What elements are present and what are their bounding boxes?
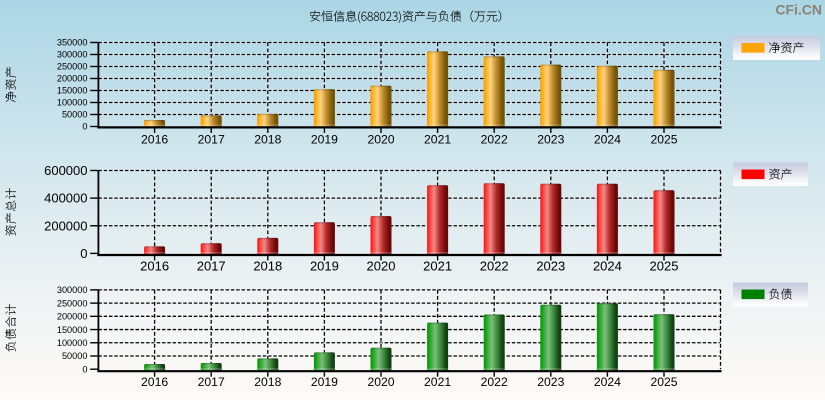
svg-text:250000: 250000 — [57, 298, 88, 308]
svg-text:2016: 2016 — [140, 259, 169, 274]
svg-text:300000: 300000 — [57, 285, 88, 295]
svg-text:2020: 2020 — [367, 375, 394, 389]
svg-text:CFi.CN: CFi.CN — [775, 2, 822, 18]
svg-text:2020: 2020 — [367, 259, 396, 274]
svg-text:300000: 300000 — [57, 50, 88, 60]
svg-text:2017: 2017 — [198, 132, 225, 146]
svg-text:2023: 2023 — [537, 132, 564, 146]
svg-text:150000: 150000 — [57, 86, 88, 96]
svg-text:2017: 2017 — [197, 259, 226, 274]
svg-text:2019: 2019 — [311, 132, 338, 146]
svg-text:150000: 150000 — [57, 325, 88, 335]
svg-text:350000: 350000 — [57, 38, 88, 48]
svg-text:0: 0 — [82, 122, 87, 132]
svg-text:2022: 2022 — [480, 259, 509, 274]
svg-text:2018: 2018 — [254, 132, 281, 146]
svg-text:0: 0 — [82, 364, 87, 374]
svg-text:2019: 2019 — [310, 259, 339, 274]
svg-text:2018: 2018 — [254, 375, 281, 389]
svg-text:2023: 2023 — [536, 259, 565, 274]
svg-text:2018: 2018 — [253, 259, 282, 274]
svg-text:600000: 600000 — [44, 163, 87, 178]
svg-text:2022: 2022 — [481, 132, 508, 146]
svg-text:2022: 2022 — [481, 375, 508, 389]
svg-text:2023: 2023 — [537, 375, 564, 389]
svg-text:2024: 2024 — [594, 132, 621, 146]
svg-text:2021: 2021 — [423, 259, 452, 274]
svg-text:250000: 250000 — [57, 62, 88, 72]
svg-text:400000: 400000 — [44, 191, 87, 206]
svg-text:2016: 2016 — [141, 132, 168, 146]
svg-text:50000: 50000 — [62, 351, 88, 361]
svg-text:2025: 2025 — [650, 375, 677, 389]
svg-text:2021: 2021 — [424, 375, 451, 389]
svg-text:2020: 2020 — [367, 132, 394, 146]
svg-text:2025: 2025 — [650, 259, 679, 274]
svg-text:2016: 2016 — [141, 375, 168, 389]
svg-text:0: 0 — [80, 246, 87, 261]
svg-text:200000: 200000 — [44, 218, 87, 233]
svg-text:2017: 2017 — [198, 375, 225, 389]
svg-text:2021: 2021 — [424, 132, 451, 146]
svg-text:100000: 100000 — [57, 98, 88, 108]
svg-text:200000: 200000 — [57, 312, 88, 322]
svg-text:2025: 2025 — [650, 132, 677, 146]
svg-text:2024: 2024 — [593, 259, 622, 274]
svg-text:100000: 100000 — [57, 338, 88, 348]
svg-text:200000: 200000 — [57, 74, 88, 84]
svg-text:2019: 2019 — [311, 375, 338, 389]
svg-text:50000: 50000 — [62, 110, 88, 120]
svg-text:2024: 2024 — [594, 375, 621, 389]
